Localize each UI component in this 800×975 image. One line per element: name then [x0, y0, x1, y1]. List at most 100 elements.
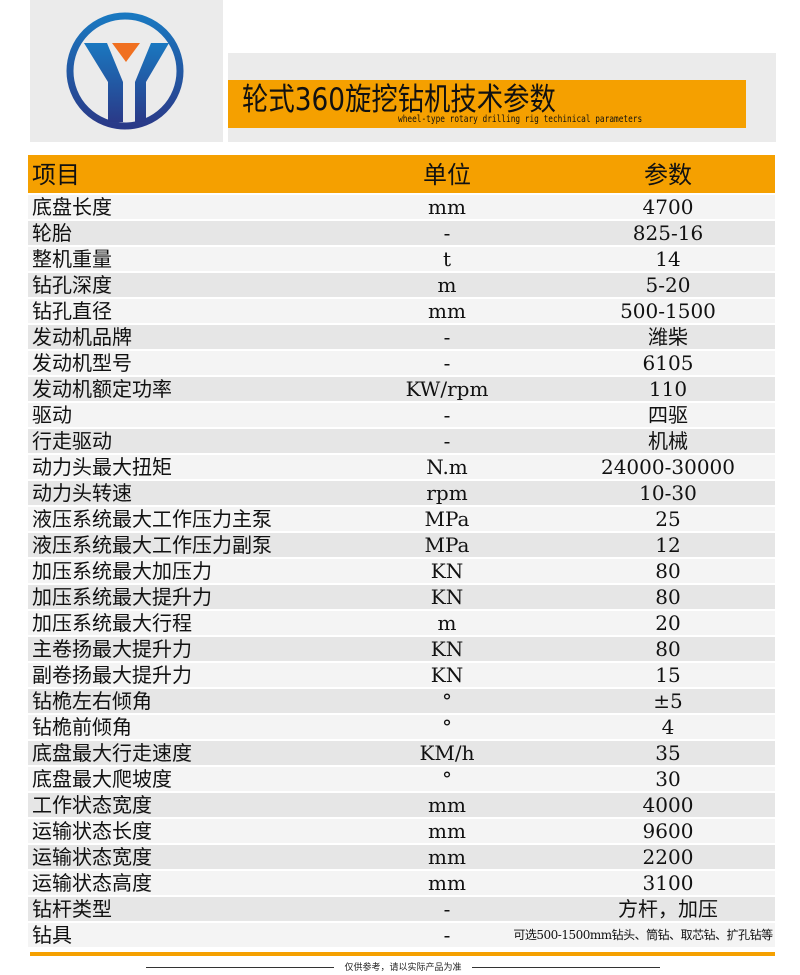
row-item: 液压系统最大工作压力副泵 — [32, 533, 272, 557]
row-item: 动力头最大扭矩 — [32, 455, 172, 479]
row-item: 液压系统最大工作压力主泵 — [32, 507, 272, 531]
table-row: 运输状态宽度 mm 2200 — [28, 843, 775, 869]
row-unit: - — [443, 351, 451, 375]
row-item: 工作状态宽度 — [32, 793, 152, 817]
row-value: 4000 — [642, 793, 694, 817]
table-row: 钻桅左右倾角 ° ±5 — [28, 687, 775, 713]
row-unit: KN — [430, 663, 464, 687]
divider — [472, 967, 660, 968]
row-unit: MPa — [424, 507, 470, 531]
page-title: 轮式360旋挖钻机技术参数 — [242, 82, 556, 118]
row-item: 运输状态高度 — [32, 871, 152, 895]
row-item: 加压系统最大加压力 — [32, 559, 212, 583]
row-value: 35 — [655, 741, 681, 765]
row-item: 整机重量 — [32, 247, 112, 271]
table-row: 钻杆类型 - 方杆，加压 — [28, 895, 775, 921]
row-item: 运输状态宽度 — [32, 845, 152, 869]
yy-logo-icon — [66, 12, 184, 130]
row-unit: mm — [428, 871, 466, 895]
row-value: 3100 — [642, 871, 694, 895]
row-unit: m — [437, 611, 457, 635]
row-value: ±5 — [653, 689, 683, 713]
row-value: 四驱 — [648, 403, 688, 427]
col-header-unit: 单位 — [423, 161, 471, 189]
row-item: 钻桅左右倾角 — [32, 689, 152, 713]
row-value: 可选500-1500mm钻头、筒钻、取芯钻、扩孔钻等 — [513, 928, 773, 942]
row-value: 500-1500 — [620, 299, 716, 323]
row-item: 行走驱动 — [32, 429, 112, 453]
row-unit: mm — [428, 299, 466, 323]
row-value: 5-20 — [645, 273, 691, 297]
title-bar — [228, 80, 746, 128]
row-item: 轮胎 — [32, 221, 72, 245]
table-row: 发动机额定功率 KW/rpm 110 — [28, 375, 775, 401]
row-unit: KN — [430, 585, 464, 609]
logo — [30, 0, 223, 142]
table-row: 运输状态高度 mm 3100 — [28, 869, 775, 895]
divider — [146, 967, 334, 968]
row-value: 6105 — [642, 351, 694, 375]
page-subtitle: wheel-type rotary drilling rig techinica… — [398, 114, 643, 125]
table-row: 底盘最大爬坡度 ° 30 — [28, 765, 775, 791]
row-item: 钻桅前倾角 — [32, 715, 132, 739]
row-unit: - — [443, 429, 451, 453]
row-value: 4 — [661, 715, 675, 739]
table-row: 动力头最大扭矩 N.m 24000-30000 — [28, 453, 775, 479]
row-item: 钻孔深度 — [32, 273, 112, 297]
table-row: 运输状态长度 mm 9600 — [28, 817, 775, 843]
table-row: 轮胎 - 825-16 — [28, 219, 775, 245]
row-unit: m — [437, 273, 457, 297]
row-unit: - — [443, 221, 451, 245]
row-unit: ° — [442, 767, 452, 791]
row-value: 80 — [655, 585, 681, 609]
row-value: 9600 — [642, 819, 694, 843]
row-item: 底盘最大爬坡度 — [32, 767, 172, 791]
row-value: 15 — [655, 663, 681, 687]
row-value: 20 — [655, 611, 681, 635]
row-unit: mm — [428, 793, 466, 817]
row-item: 钻杆类型 — [32, 897, 112, 921]
table-row: 钻孔深度 m 5-20 — [28, 271, 775, 297]
row-value: 30 — [655, 767, 681, 791]
table-row: 整机重量 t 14 — [28, 245, 775, 271]
row-unit: ° — [442, 715, 452, 739]
row-unit: KN — [430, 559, 464, 583]
row-item: 钻孔直径 — [32, 299, 112, 323]
table-row: 底盘长度 mm 4700 — [28, 193, 775, 219]
row-unit: t — [442, 247, 452, 271]
row-value: 10-30 — [639, 481, 697, 505]
table-row: 发动机品牌 - 潍柴 — [28, 323, 775, 349]
row-unit: N.m — [426, 455, 468, 479]
table-row: 钻孔直径 mm 500-1500 — [28, 297, 775, 323]
table-row: 主卷扬最大提升力 KN 80 — [28, 635, 775, 661]
row-item: 底盘长度 — [32, 195, 112, 219]
row-value: 机械 — [648, 429, 688, 453]
row-item: 底盘最大行走速度 — [32, 741, 192, 765]
table-row: 液压系统最大工作压力副泵 MPa 12 — [28, 531, 775, 557]
row-value: 方杆，加压 — [618, 897, 718, 921]
table-row: 发动机型号 - 6105 — [28, 349, 775, 375]
row-value: 825-16 — [632, 221, 704, 245]
row-unit: mm — [428, 195, 466, 219]
row-item: 驱动 — [32, 403, 72, 427]
row-unit: KN — [430, 637, 464, 661]
row-unit: - — [443, 403, 451, 427]
row-item: 副卷扬最大提升力 — [32, 663, 192, 687]
row-item: 钻具 — [32, 923, 72, 947]
row-unit: KM/h — [419, 741, 475, 765]
table-row: 行走驱动 - 机械 — [28, 427, 775, 453]
row-unit: mm — [428, 819, 466, 843]
row-value: 80 — [655, 559, 681, 583]
col-header-value: 参数 — [644, 161, 692, 189]
table-row: 底盘最大行走速度 KM/h 35 — [28, 739, 775, 765]
col-header-item: 项目 — [32, 161, 80, 189]
row-item: 加压系统最大提升力 — [32, 585, 212, 609]
table-row: 液压系统最大工作压力主泵 MPa 25 — [28, 505, 775, 531]
row-item: 运输状态长度 — [32, 819, 152, 843]
row-value: 80 — [655, 637, 681, 661]
row-value: 2200 — [642, 845, 694, 869]
table-bottom-rule — [30, 952, 775, 956]
row-value: 潍柴 — [648, 325, 688, 349]
row-unit: MPa — [424, 533, 470, 557]
row-unit: - — [443, 325, 451, 349]
